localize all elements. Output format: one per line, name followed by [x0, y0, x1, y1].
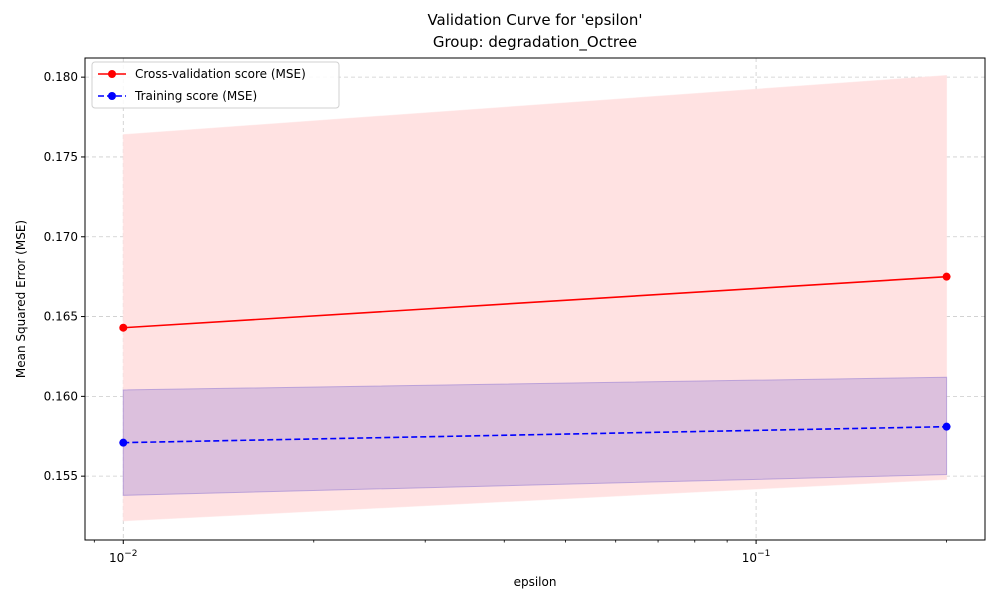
y-tick-label: 0.160 — [44, 389, 78, 403]
series-1-line — [123, 425, 947, 444]
series-lines — [119, 272, 951, 447]
y-tick-label: 0.175 — [44, 150, 78, 164]
legend-swatch-marker — [108, 92, 116, 100]
series-0-point — [119, 323, 128, 332]
x-tick-label: 10−2 — [109, 549, 138, 565]
series-1-point — [119, 438, 128, 447]
x-axis-label: epsilon — [514, 575, 557, 589]
y-tick-label: 0.170 — [44, 230, 78, 244]
legend: Cross-validation score (MSE) Training sco… — [91, 61, 340, 109]
legend-box — [91, 61, 340, 109]
legend-label: Training score (MSE) — [134, 89, 257, 103]
series-0-point — [942, 272, 951, 281]
y-axis-ticks: 0.155 0.160 0.165 0.170 0.175 0.180 — [44, 70, 85, 483]
x-tick-label: 10−1 — [742, 549, 771, 565]
chart-subtitle: Group: degradation_Octree — [433, 33, 637, 52]
series-0-line — [123, 275, 947, 329]
chart-title: Validation Curve for 'epsilon' — [427, 11, 642, 29]
legend-label: Cross-validation score (MSE) — [135, 67, 306, 81]
y-tick-label: 0.155 — [44, 469, 78, 483]
series-1-band — [122, 376, 948, 496]
y-axis-label: Mean Squared Error (MSE) — [14, 220, 28, 378]
x-axis-ticks: 10−2 10−1 — [93, 540, 947, 565]
y-tick-label: 0.180 — [44, 70, 78, 84]
series-1-point — [942, 422, 951, 431]
y-tick-label: 0.165 — [44, 310, 78, 324]
plot-frame — [84, 57, 986, 541]
confidence-bands — [122, 75, 948, 522]
legend-swatch-marker — [108, 70, 116, 78]
